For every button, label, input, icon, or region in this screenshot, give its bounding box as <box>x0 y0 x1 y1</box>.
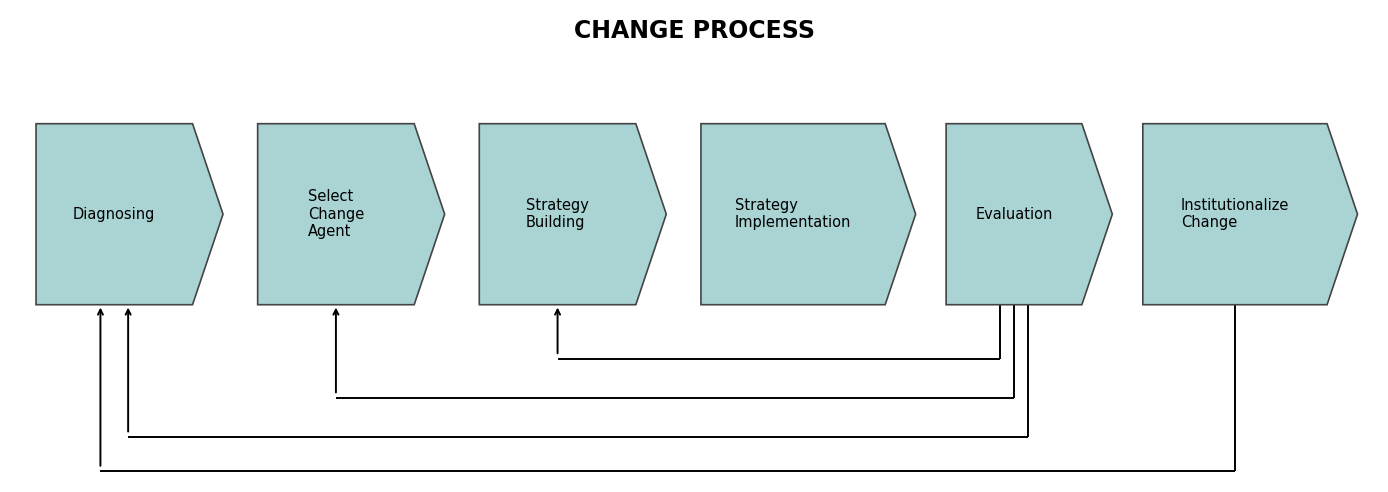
Text: Evaluation: Evaluation <box>976 207 1052 222</box>
Text: Select
Change
Agent: Select Change Agent <box>308 189 364 239</box>
Polygon shape <box>258 123 444 305</box>
Polygon shape <box>947 123 1112 305</box>
Text: CHANGE PROCESS: CHANGE PROCESS <box>573 19 815 43</box>
Text: Diagnosing: Diagnosing <box>74 207 155 222</box>
Polygon shape <box>1142 123 1357 305</box>
Polygon shape <box>701 123 916 305</box>
Polygon shape <box>36 123 223 305</box>
Text: Strategy
Building: Strategy Building <box>526 198 589 230</box>
Polygon shape <box>479 123 666 305</box>
Text: Strategy
Implementation: Strategy Implementation <box>734 198 851 230</box>
Text: Institutionalize
Change: Institutionalize Change <box>1181 198 1289 230</box>
